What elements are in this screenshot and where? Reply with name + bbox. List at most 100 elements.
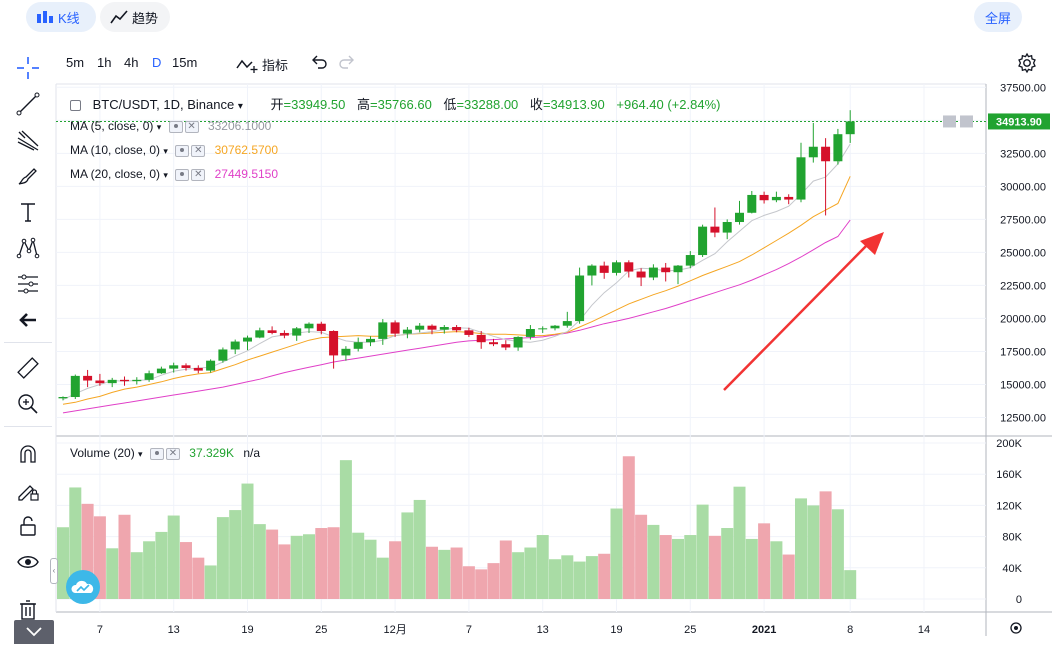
lock-drawing-tool[interactable] bbox=[14, 476, 42, 504]
timeframe-15m[interactable]: 15m bbox=[172, 55, 198, 70]
ma20-legend: MA (20, close, 0) ▾ ✕ 27449.5150 bbox=[70, 167, 278, 181]
chevron-down-icon[interactable]: ▾ bbox=[237, 101, 243, 112]
x-tick-label: 14 bbox=[918, 624, 930, 636]
magnet-tool[interactable] bbox=[14, 440, 42, 468]
indicators-icon bbox=[236, 59, 258, 73]
prediction-icon bbox=[18, 274, 38, 294]
eye-icon[interactable] bbox=[175, 168, 190, 181]
candle-body bbox=[808, 146, 818, 158]
ma10-label[interactable]: MA (10, close, 0) bbox=[70, 143, 161, 157]
candle-body bbox=[575, 275, 585, 322]
close-icon[interactable]: ✕ bbox=[165, 447, 180, 460]
zoom-tool[interactable] bbox=[14, 390, 42, 418]
chevron-down-icon[interactable]: ▾ bbox=[163, 170, 168, 180]
ma10-value: 30762.5700 bbox=[214, 143, 279, 157]
measure-tool[interactable] bbox=[14, 270, 42, 298]
panel-toggle[interactable]: ‹ bbox=[50, 558, 58, 584]
text-tool[interactable] bbox=[14, 198, 42, 226]
brush-tool[interactable] bbox=[14, 162, 42, 190]
tab-kline-label: K线 bbox=[58, 10, 80, 26]
eye-icon[interactable] bbox=[168, 120, 183, 133]
indicators-button[interactable]: 指标 bbox=[236, 55, 288, 74]
candle-body bbox=[624, 262, 634, 272]
close-icon[interactable]: ✕ bbox=[191, 168, 206, 181]
volume-bar bbox=[167, 515, 180, 599]
lock-tool[interactable] bbox=[14, 512, 42, 540]
volume-bar bbox=[561, 555, 574, 599]
toolbar-collapse-button[interactable] bbox=[14, 620, 54, 644]
ma5-series bbox=[62, 143, 851, 401]
volume-series bbox=[57, 456, 857, 599]
visibility-tool[interactable] bbox=[14, 548, 42, 576]
timeframe-5m[interactable]: 5m bbox=[66, 55, 85, 70]
brush-icon bbox=[18, 168, 37, 185]
chevron-down-icon[interactable]: ▾ bbox=[156, 122, 162, 132]
settings-button[interactable] bbox=[1016, 52, 1038, 77]
scale-btn-icon bbox=[943, 115, 956, 128]
volume-tick-label: 0 bbox=[1016, 594, 1022, 606]
candle-body bbox=[796, 157, 806, 200]
ma20-label[interactable]: MA (20, close, 0) bbox=[70, 167, 161, 181]
cloud-logo-icon bbox=[71, 580, 94, 593]
tab-kline[interactable]: K线 bbox=[26, 2, 96, 32]
delete-tool[interactable] bbox=[14, 596, 42, 624]
candle-body bbox=[427, 325, 437, 330]
ma10-legend: MA (10, close, 0) ▾ ✕ 30762.5700 bbox=[70, 143, 278, 157]
symbol-label[interactable]: BTC/USDT, 1D, Binance bbox=[92, 97, 235, 112]
volume-bar bbox=[438, 549, 451, 599]
volume-bar bbox=[696, 504, 709, 599]
y-tick-label: 17500.00 bbox=[1000, 346, 1046, 358]
collapse-icon[interactable] bbox=[70, 100, 81, 112]
candle-body bbox=[562, 321, 572, 326]
candle-body bbox=[243, 337, 252, 342]
x-tick-label: 12月 bbox=[383, 624, 406, 636]
ma20-line bbox=[62, 219, 851, 414]
ma5-value: 33206.1000 bbox=[207, 119, 272, 133]
timeframe-d[interactable]: D bbox=[152, 55, 162, 70]
x-tick-label: 2021 bbox=[752, 624, 776, 636]
pattern-tool[interactable] bbox=[14, 234, 42, 262]
x-tick-label: 25 bbox=[684, 624, 696, 636]
volume-bar bbox=[622, 456, 635, 599]
close-icon[interactable]: ✕ bbox=[191, 144, 206, 157]
candle-body bbox=[612, 262, 621, 273]
undo-button[interactable] bbox=[310, 53, 328, 74]
volume-bar bbox=[708, 535, 721, 599]
candle-body bbox=[722, 222, 732, 233]
volume-value: 37.329K bbox=[189, 446, 234, 460]
candle-body bbox=[464, 330, 474, 335]
ma5-label[interactable]: MA (5, close, 0) bbox=[70, 119, 154, 133]
candle-body bbox=[181, 365, 191, 368]
chevron-down-icon[interactable]: ▾ bbox=[138, 449, 143, 459]
x-tick-label: 25 bbox=[315, 624, 327, 636]
candle-body bbox=[70, 375, 80, 398]
redo-button[interactable] bbox=[338, 53, 356, 74]
fullscreen-button[interactable]: 全屏 bbox=[974, 2, 1022, 32]
eye-icon[interactable] bbox=[149, 447, 164, 460]
volume-bar bbox=[303, 534, 315, 599]
volume-bar bbox=[549, 559, 561, 599]
drawing-toolbar bbox=[0, 48, 56, 646]
zoom-in-icon bbox=[18, 394, 38, 414]
eye-icon[interactable] bbox=[175, 144, 190, 157]
crosshair-tool[interactable] bbox=[14, 54, 42, 82]
close-value: =34913.90 bbox=[542, 97, 605, 112]
volume-bar bbox=[524, 547, 537, 599]
volume-bar bbox=[216, 517, 229, 599]
candle-body bbox=[439, 327, 449, 330]
volume-bar bbox=[672, 538, 684, 599]
volume-bar bbox=[733, 486, 746, 599]
back-tool[interactable] bbox=[14, 306, 42, 334]
trend-line-tool[interactable] bbox=[14, 90, 42, 118]
pitchfork-tool[interactable] bbox=[14, 126, 42, 154]
timeframe-1h[interactable]: 1h bbox=[97, 55, 112, 70]
volume-label[interactable]: Volume (20) bbox=[70, 446, 135, 460]
close-icon[interactable]: ✕ bbox=[184, 120, 199, 133]
timeframe-4h[interactable]: 4h bbox=[124, 55, 139, 70]
volume-bar bbox=[795, 498, 807, 599]
chevron-down-icon[interactable]: ▾ bbox=[163, 146, 168, 156]
candle-body bbox=[156, 368, 166, 374]
tab-trend[interactable]: 趋势 bbox=[100, 2, 170, 32]
volume-bar bbox=[376, 557, 389, 599]
ruler-tool[interactable] bbox=[14, 354, 42, 382]
